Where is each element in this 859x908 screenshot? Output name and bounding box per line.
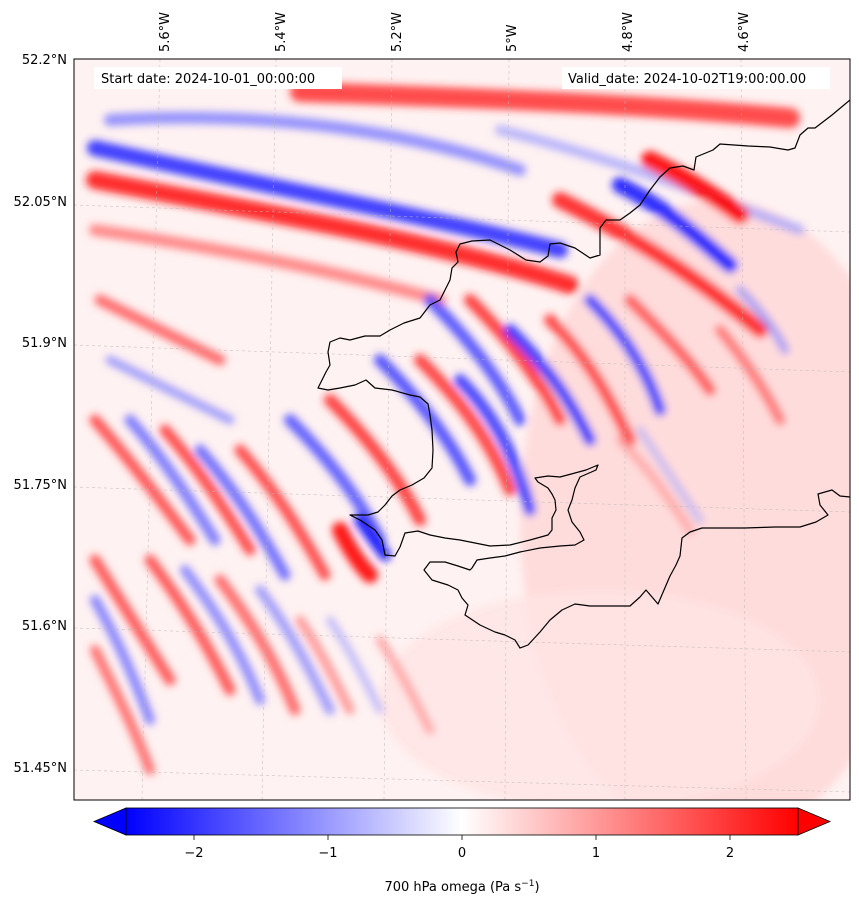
omega-band-negative <box>504 324 596 446</box>
omega-band-negative <box>636 426 704 524</box>
omega-band-negative <box>87 140 568 258</box>
omega-band-negative <box>424 294 526 426</box>
lat-labels: 52.2°N 52.05°N 51.9°N 51.75°N 51.6°N 51.… <box>14 53 67 776</box>
omega-band-negative <box>105 355 235 425</box>
colorbar-title-exponent: −1 <box>521 879 534 889</box>
start-date-box <box>94 67 342 89</box>
map-panel: Start date: 2024-10-01_00:00:00 Valid_da… <box>14 12 851 801</box>
omega-band-positive <box>552 192 768 338</box>
colorbar-tick-label: −2 <box>184 846 203 861</box>
colorbar: −2 −1 0 1 2 700 hPa omega (Pa s−1) <box>92 807 832 895</box>
omega-band-positive <box>214 574 301 716</box>
omega-band-negative <box>326 616 384 714</box>
valid-date-label: Valid_date: 2024-10-02T19:00:00.00 <box>568 72 806 87</box>
colorbar-tick-label: 2 <box>726 846 734 861</box>
omega-band-negative <box>495 125 805 235</box>
omega-band-positive <box>144 554 236 696</box>
omega-band-positive <box>290 82 800 128</box>
colorbar-tick-label: −1 <box>318 846 337 861</box>
lon-label: 5.6°W <box>158 12 173 52</box>
omega-band-positive <box>159 424 256 556</box>
lat-label: 51.75°N <box>14 478 67 493</box>
colorbar-tick-label: 0 <box>458 846 466 861</box>
omega-band-positive <box>89 414 196 546</box>
omega-band-negative <box>284 414 386 546</box>
omega-band-positive <box>234 444 331 581</box>
omega-band-positive <box>94 294 226 366</box>
omega-band-negative <box>194 444 291 581</box>
omega-band-positive <box>464 294 566 426</box>
omega-band-positive <box>375 635 435 735</box>
omega-band-positive <box>324 394 426 526</box>
colorbar-ticks <box>193 835 731 840</box>
lat-label: 51.9°N <box>22 336 67 351</box>
start-date-label: Start date: 2024-10-01_00:00:00 <box>101 72 315 87</box>
omega-band-positive <box>332 522 378 583</box>
omega-band-positive <box>89 554 176 686</box>
omega-band-positive <box>624 294 716 396</box>
lon-label: 5°W <box>505 24 520 52</box>
lat-label: 51.45°N <box>14 761 67 776</box>
omega-band-positive <box>714 324 786 426</box>
omega-band-negative <box>584 294 666 416</box>
omega-band-positive <box>295 615 355 715</box>
lon-labels: 5.6°W 5.4°W 5.2°W 5°W 4.8°W 4.6°W <box>158 12 752 52</box>
colorbar-extend-low <box>92 807 127 836</box>
colorbar-tick-label: 1 <box>592 846 600 861</box>
omega-field <box>86 82 850 800</box>
omega-band-negative <box>735 285 790 355</box>
lat-label: 52.2°N <box>22 53 67 68</box>
omega-band-negative <box>454 374 536 516</box>
omega-band-negative <box>90 595 155 725</box>
omega-band-negative <box>180 565 265 705</box>
omega-band-positive <box>615 435 695 535</box>
lon-label: 5.2°W <box>390 12 405 52</box>
omega-band-negative <box>612 177 738 273</box>
omega-band-positive <box>641 151 749 224</box>
omega-band-negative <box>374 354 476 486</box>
coastline <box>317 99 850 649</box>
lon-label: 4.6°W <box>737 12 752 52</box>
omega-band-positive <box>86 171 579 294</box>
omega-band-positive <box>89 224 446 306</box>
map-frame <box>73 58 851 801</box>
omega-band-negative <box>255 585 335 715</box>
colorbar-extend-high <box>797 807 832 836</box>
valid-date-box <box>562 67 830 89</box>
lon-label: 4.8°W <box>621 12 636 52</box>
colorbar-ramp <box>126 808 798 835</box>
lat-label: 51.6°N <box>22 619 67 634</box>
omega-band-negative <box>104 111 526 176</box>
omega-band-positive <box>90 645 155 775</box>
lon-label: 5.4°W <box>274 12 289 52</box>
omega-band-negative <box>124 414 221 546</box>
omega-band-positive <box>414 354 516 496</box>
omega-band-negative <box>354 514 391 561</box>
lat-label: 52.05°N <box>14 195 67 210</box>
colorbar-title-close: ) <box>534 880 539 895</box>
colorbar-title: 700 hPa omega (Pa s−1) <box>384 879 539 895</box>
colorbar-title-main: 700 hPa omega (Pa s <box>384 880 521 895</box>
omega-wash <box>380 590 820 800</box>
omega-band-positive <box>544 314 636 446</box>
